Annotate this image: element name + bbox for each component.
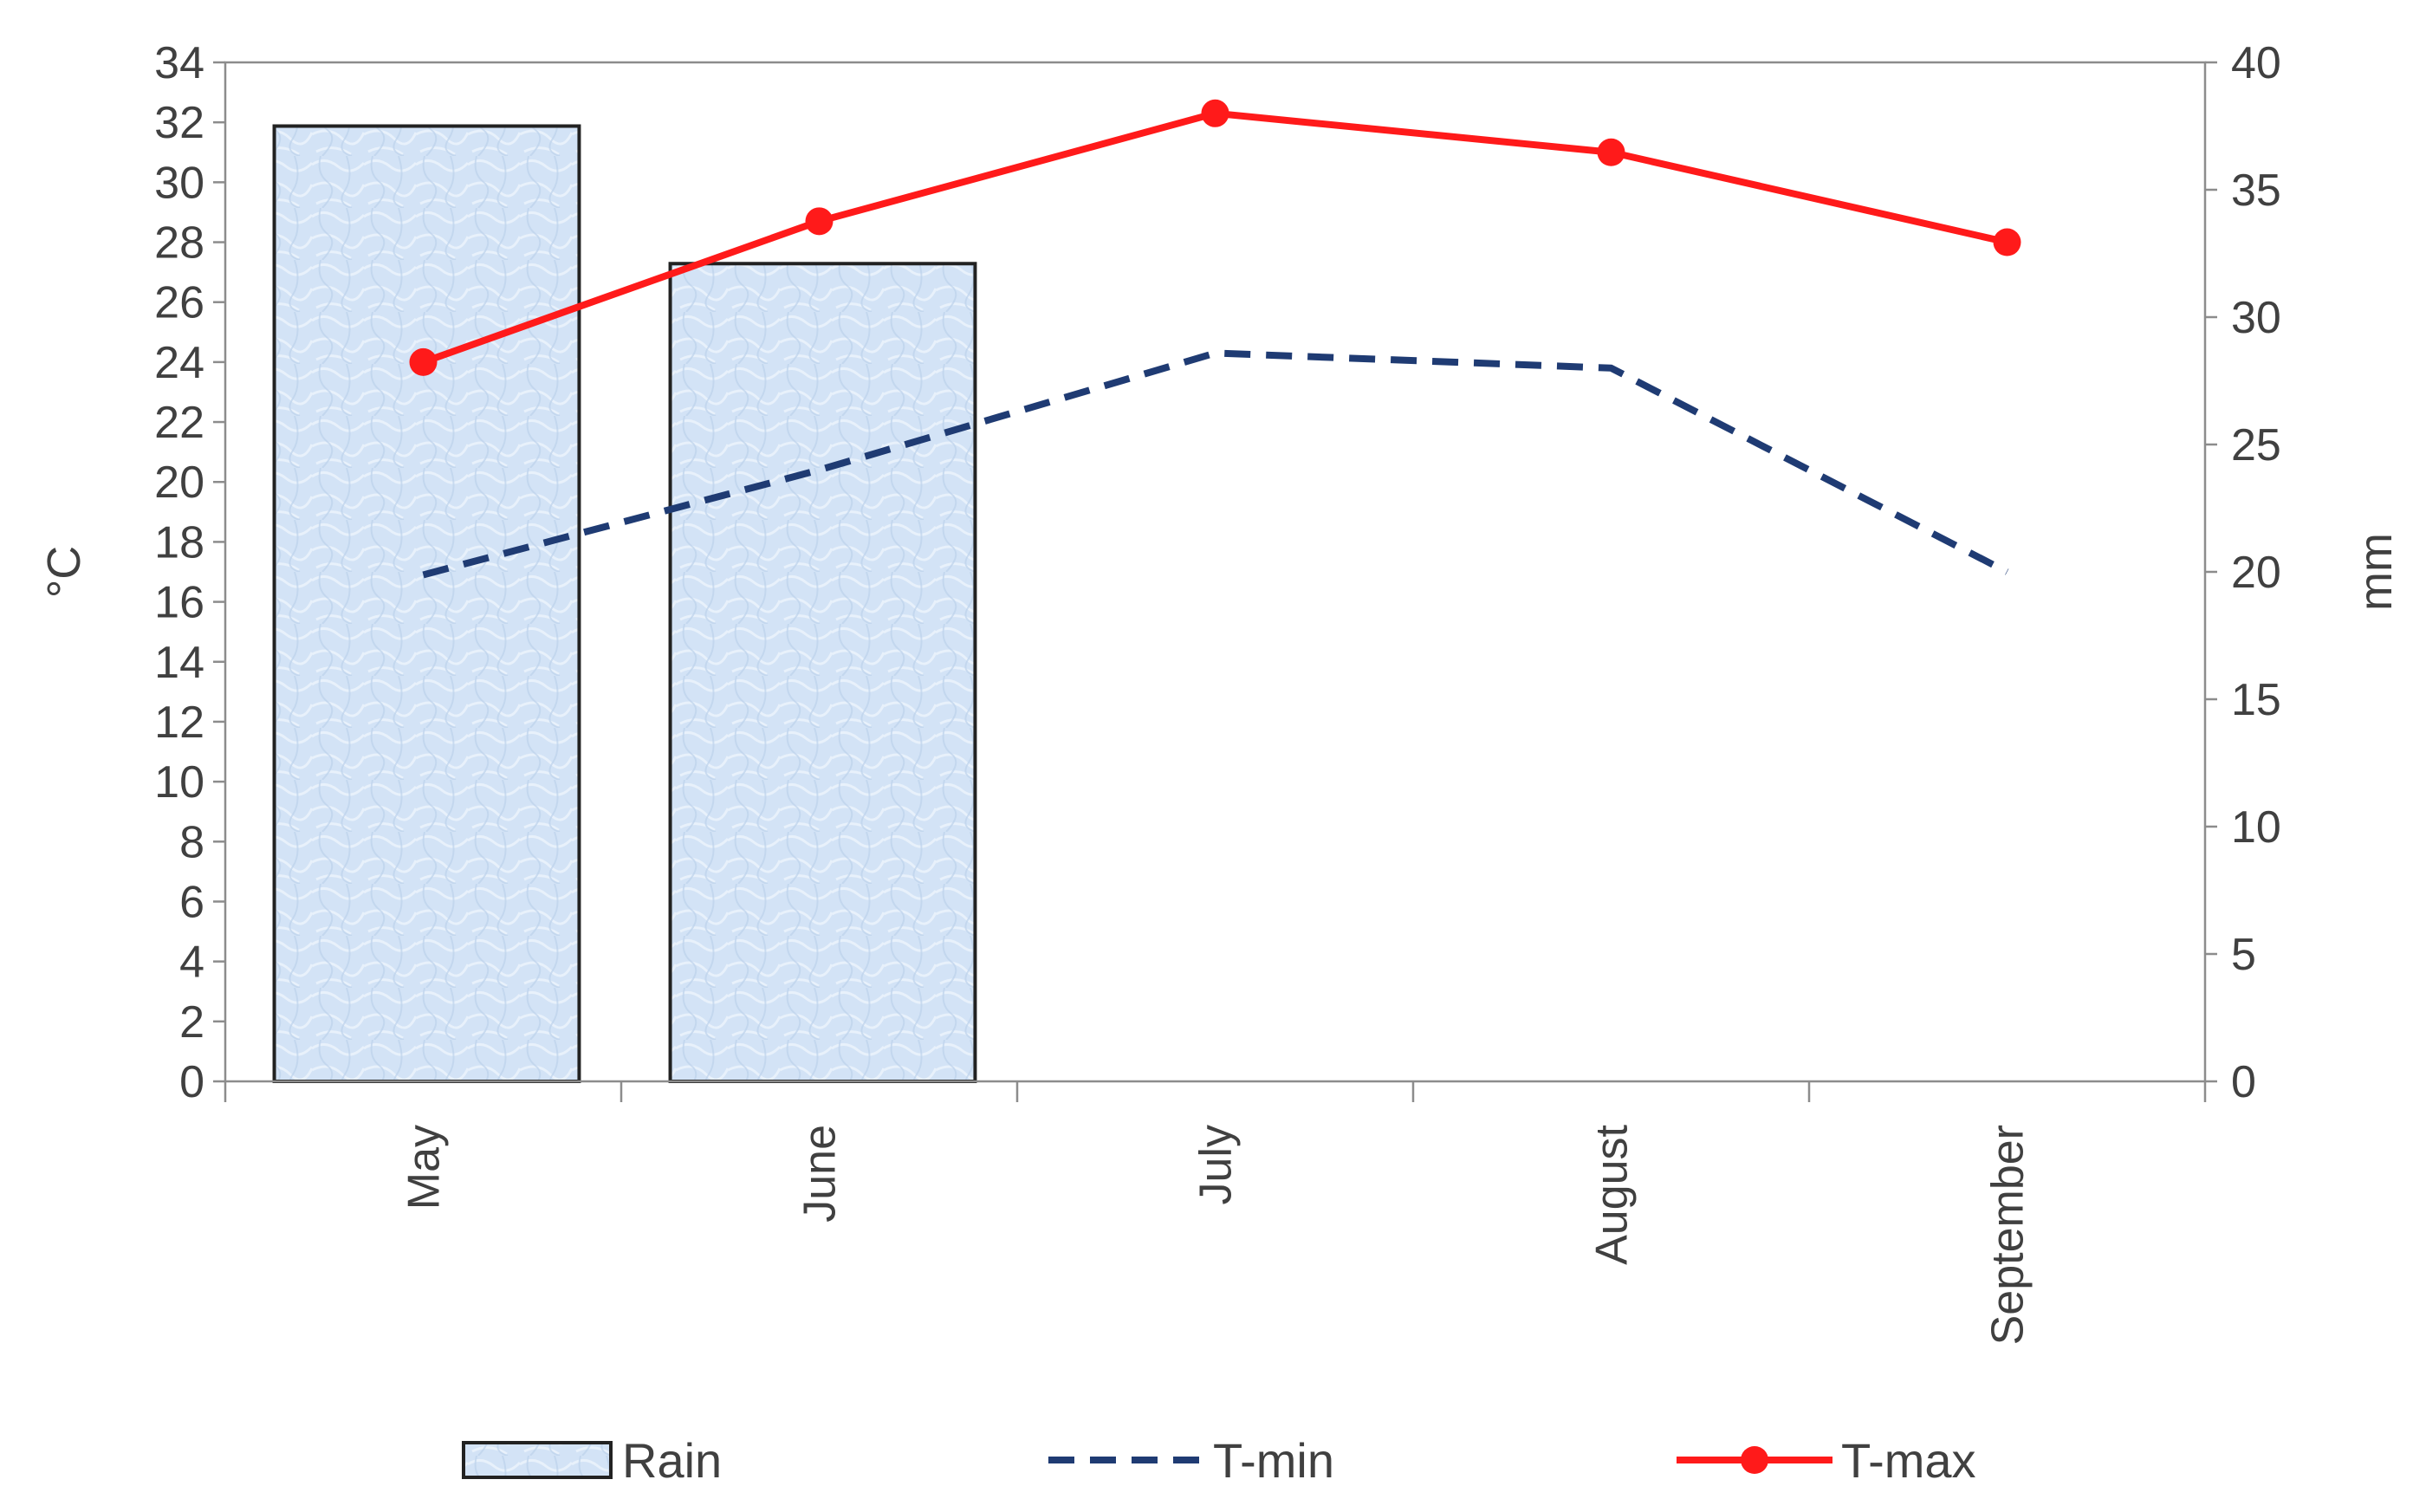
x-tick-label-may: May [399, 1125, 450, 1210]
left-tick-label: 26 [154, 278, 204, 328]
left-axis-title: °C [38, 546, 90, 599]
rain-bar-june [668, 262, 977, 1083]
tmax-point-july [1201, 99, 1229, 127]
tmax-point-may [409, 347, 438, 376]
right-axis-title: mm [2350, 533, 2402, 611]
left-tick-label: 16 [154, 578, 204, 628]
left-tick-label: 6 [179, 877, 204, 927]
left-tick-label: 28 [154, 218, 204, 269]
left-tick-label: 12 [154, 698, 204, 748]
left-tick-label: 8 [179, 817, 204, 867]
x-tick-label-june: June [795, 1125, 846, 1223]
x-tick-label-september: September [1983, 1125, 2034, 1345]
left-tick-label: 34 [154, 38, 204, 88]
right-tick-label: 20 [2231, 548, 2281, 598]
right-tick-label: 5 [2231, 930, 2256, 980]
right-tick-label: 30 [2231, 293, 2281, 343]
right-tick-label: 40 [2231, 38, 2281, 88]
tmin-line [422, 349, 2009, 579]
plot-area: 0246810121416182022242628303234051015202… [38, 38, 2402, 1488]
rain-bar-may [272, 124, 581, 1083]
legend-tmin-label: T-min [1213, 1433, 1334, 1488]
right-tick-label: 15 [2231, 675, 2281, 725]
tmax-point-june [805, 207, 834, 236]
tmax-point-august [1597, 138, 1625, 166]
left-tick-label: 30 [154, 158, 204, 208]
right-tick-label: 35 [2231, 165, 2281, 216]
x-tick-label-august: August [1587, 1124, 1638, 1264]
legend-tmax-marker [1741, 1446, 1768, 1474]
left-tick-label: 18 [154, 517, 204, 568]
right-tick-label: 25 [2231, 420, 2281, 470]
right-tick-label: 0 [2231, 1057, 2256, 1107]
left-tick-label: 10 [154, 757, 204, 808]
left-tick-label: 4 [179, 938, 204, 988]
left-tick-label: 24 [154, 338, 204, 388]
left-tick-label: 2 [179, 997, 204, 1048]
left-tick-label: 20 [154, 457, 204, 508]
legend-rain-label: Rain [622, 1433, 722, 1488]
right-tick-label: 10 [2231, 802, 2281, 853]
left-tick-label: 0 [179, 1057, 204, 1107]
x-tick-label-july: July [1191, 1125, 1242, 1204]
legend-rain-swatch [462, 1441, 613, 1479]
left-tick-label: 14 [154, 638, 204, 688]
legend-tmax-label: T-max [1841, 1433, 1976, 1488]
tmax-line [422, 109, 2008, 366]
left-tick-label: 32 [154, 98, 204, 148]
left-tick-label: 22 [154, 398, 204, 448]
tmax-point-september [1993, 228, 2021, 256]
